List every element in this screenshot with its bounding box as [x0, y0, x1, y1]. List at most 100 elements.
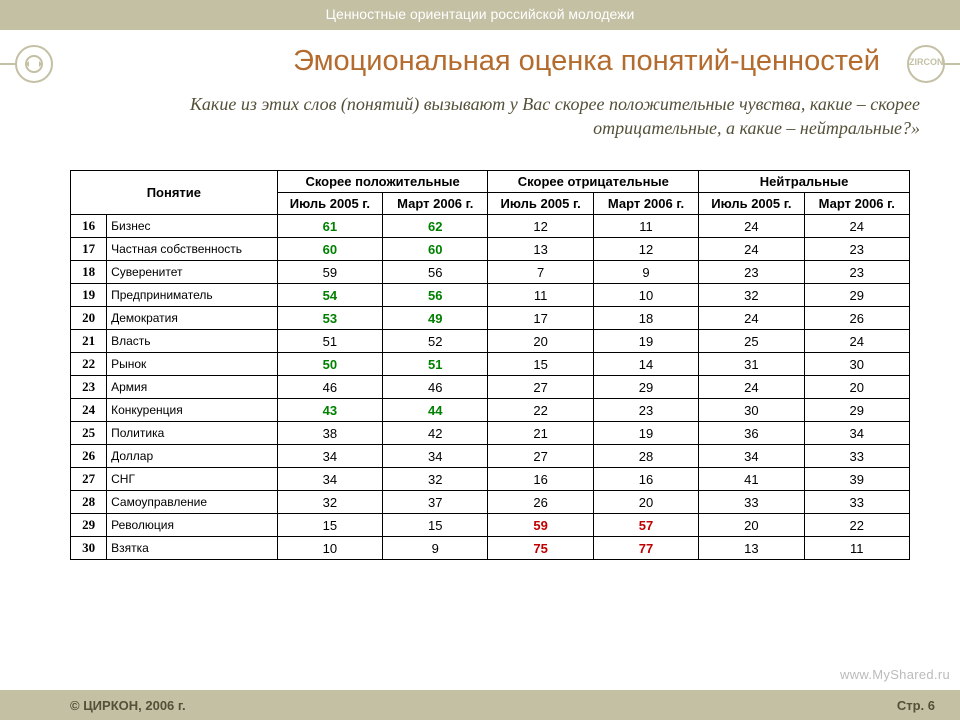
footer-right: Стр. 6	[897, 698, 935, 713]
cell-value: 24	[804, 330, 909, 353]
cell-value: 26	[804, 307, 909, 330]
cell-value: 24	[699, 376, 804, 399]
cell-value: 11	[593, 215, 698, 238]
row-concept: Армия	[107, 376, 278, 399]
cell-value: 13	[699, 537, 804, 560]
cell-value: 20	[488, 330, 593, 353]
cell-value: 23	[804, 261, 909, 284]
row-concept: СНГ	[107, 468, 278, 491]
cell-value: 30	[699, 399, 804, 422]
watermark: www.MyShared.ru	[840, 667, 950, 682]
cell-value: 9	[383, 537, 488, 560]
table-row: 20Демократия534917182426	[71, 307, 910, 330]
cell-value: 29	[593, 376, 698, 399]
row-index: 24	[71, 399, 107, 422]
cell-value: 22	[488, 399, 593, 422]
subcol: Июль 2005 г.	[277, 193, 382, 215]
table-head: Понятие Скорее положительные Скорее отри…	[71, 171, 910, 215]
cell-value: 53	[277, 307, 382, 330]
row-concept: Взятка	[107, 537, 278, 560]
subcol: Март 2006 г.	[804, 193, 909, 215]
row-index: 29	[71, 514, 107, 537]
cell-value: 15	[488, 353, 593, 376]
cell-value: 34	[383, 445, 488, 468]
logo-left-icon	[15, 45, 53, 83]
col-header-positive: Скорее положительные	[277, 171, 488, 193]
row-index: 19	[71, 284, 107, 307]
cell-value: 39	[804, 468, 909, 491]
row-index: 18	[71, 261, 107, 284]
row-index: 20	[71, 307, 107, 330]
table-row: 18Суверенитет5956792323	[71, 261, 910, 284]
cell-value: 34	[804, 422, 909, 445]
running-title: Ценностные ориентации российской молодеж…	[0, 6, 960, 22]
cell-value: 21	[488, 422, 593, 445]
subcol: Июль 2005 г.	[488, 193, 593, 215]
cell-value: 9	[593, 261, 698, 284]
cell-value: 59	[488, 514, 593, 537]
row-index: 25	[71, 422, 107, 445]
bottom-bar: © ЦИРКОН, 2006 г. Стр. 6	[0, 690, 960, 720]
cell-value: 49	[383, 307, 488, 330]
cell-value: 11	[804, 537, 909, 560]
cell-value: 11	[488, 284, 593, 307]
cell-value: 29	[804, 284, 909, 307]
cell-value: 75	[488, 537, 593, 560]
cell-value: 32	[277, 491, 382, 514]
decor-line-right	[944, 63, 960, 65]
cell-value: 23	[804, 238, 909, 261]
page-title: Эмоциональная оценка понятий-ценностей	[60, 45, 900, 78]
row-index: 27	[71, 468, 107, 491]
cell-value: 22	[804, 514, 909, 537]
cell-value: 60	[383, 238, 488, 261]
cell-value: 30	[804, 353, 909, 376]
cell-value: 46	[277, 376, 382, 399]
cell-value: 32	[699, 284, 804, 307]
cell-value: 43	[277, 399, 382, 422]
cell-value: 7	[488, 261, 593, 284]
decor-line-left	[0, 63, 16, 65]
slide: Ценностные ориентации российской молодеж…	[0, 0, 960, 720]
cell-value: 51	[383, 353, 488, 376]
footer-left: © ЦИРКОН, 2006 г.	[70, 698, 186, 713]
cell-value: 28	[593, 445, 698, 468]
cell-value: 24	[699, 307, 804, 330]
table-row: 28Самоуправление323726203333	[71, 491, 910, 514]
top-bar: Ценностные ориентации российской молодеж…	[0, 0, 960, 30]
cell-value: 42	[383, 422, 488, 445]
cell-value: 19	[593, 330, 698, 353]
cell-value: 50	[277, 353, 382, 376]
cell-value: 44	[383, 399, 488, 422]
row-index: 30	[71, 537, 107, 560]
cell-value: 13	[488, 238, 593, 261]
cell-value: 20	[699, 514, 804, 537]
cell-value: 24	[699, 215, 804, 238]
cell-value: 18	[593, 307, 698, 330]
row-concept: Демократия	[107, 307, 278, 330]
row-index: 23	[71, 376, 107, 399]
cell-value: 23	[699, 261, 804, 284]
cell-value: 34	[277, 468, 382, 491]
table-row: 29Революция151559572022	[71, 514, 910, 537]
cell-value: 34	[699, 445, 804, 468]
cell-value: 33	[804, 445, 909, 468]
cell-value: 29	[804, 399, 909, 422]
col-header-neutral: Нейтральные	[699, 171, 910, 193]
row-index: 26	[71, 445, 107, 468]
row-concept: Власть	[107, 330, 278, 353]
table-row: 22Рынок505115143130	[71, 353, 910, 376]
logo-right-icon	[907, 45, 945, 83]
table-row: 27СНГ343216164139	[71, 468, 910, 491]
cell-value: 34	[277, 445, 382, 468]
cell-value: 27	[488, 445, 593, 468]
cell-value: 17	[488, 307, 593, 330]
cell-value: 56	[383, 284, 488, 307]
cell-value: 52	[383, 330, 488, 353]
cell-value: 12	[593, 238, 698, 261]
cell-value: 24	[804, 215, 909, 238]
cell-value: 33	[699, 491, 804, 514]
table-row: 21Власть515220192524	[71, 330, 910, 353]
cell-value: 19	[593, 422, 698, 445]
row-concept: Суверенитет	[107, 261, 278, 284]
row-index: 21	[71, 330, 107, 353]
